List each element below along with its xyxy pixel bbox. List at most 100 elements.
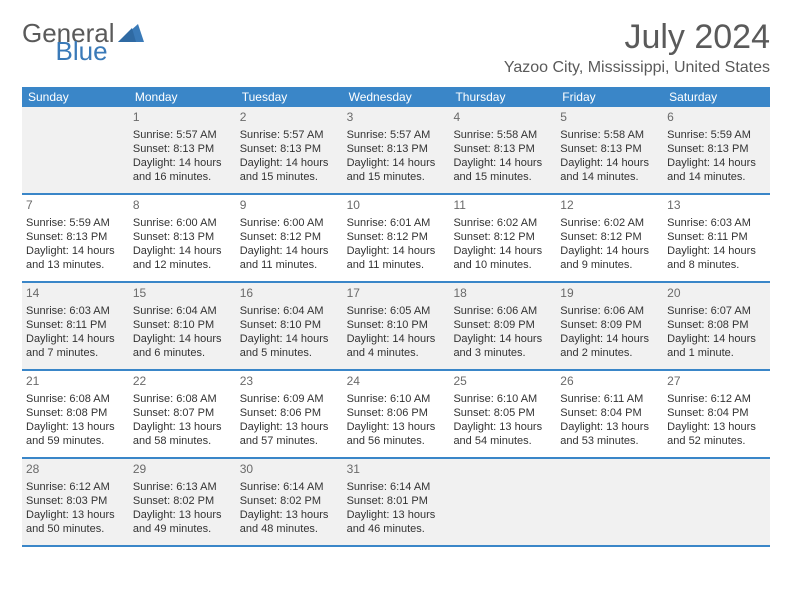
sunrise-text: Sunrise: 6:12 AM	[667, 392, 766, 406]
sail-icon	[118, 24, 144, 47]
daylight-text: Daylight: 13 hours and 46 minutes.	[347, 508, 446, 537]
calendar-cell: 21Sunrise: 6:08 AMSunset: 8:08 PMDayligh…	[22, 371, 129, 457]
calendar-cell: 29Sunrise: 6:13 AMSunset: 8:02 PMDayligh…	[129, 459, 236, 545]
day-number: 10	[347, 198, 446, 214]
day-number: 30	[240, 462, 339, 478]
day-number: 6	[667, 110, 766, 126]
day-number: 13	[667, 198, 766, 214]
sunrise-text: Sunrise: 6:12 AM	[26, 480, 125, 494]
week-row: 28Sunrise: 6:12 AMSunset: 8:03 PMDayligh…	[22, 459, 770, 547]
daylight-text: Daylight: 14 hours and 7 minutes.	[26, 332, 125, 361]
calendar-cell: 19Sunrise: 6:06 AMSunset: 8:09 PMDayligh…	[556, 283, 663, 369]
day-number: 3	[347, 110, 446, 126]
week-row: 1Sunrise: 5:57 AMSunset: 8:13 PMDaylight…	[22, 107, 770, 195]
day-number: 4	[453, 110, 552, 126]
day-number: 28	[26, 462, 125, 478]
calendar-cell: 31 Sunrise: 6:14 AMSunset: 8:01 PMDayligh…	[343, 459, 450, 545]
daylight-text: Daylight: 14 hours and 15 minutes.	[240, 156, 339, 185]
daylight-text: Daylight: 14 hours and 13 minutes.	[26, 244, 125, 273]
sunrise-text: Sunrise: 5:58 AM	[453, 128, 552, 142]
sunrise-text: Sunrise: 6:14 AM	[240, 480, 339, 494]
calendar-cell: 20Sunrise: 6:07 AMSunset: 8:08 PMDayligh…	[663, 283, 770, 369]
daylight-text: Daylight: 13 hours and 48 minutes.	[240, 508, 339, 537]
calendar-cell: 27Sunrise: 6:12 AMSunset: 8:04 PMDayligh…	[663, 371, 770, 457]
daylight-text: Daylight: 13 hours and 58 minutes.	[133, 420, 232, 449]
daylight-text: Daylight: 13 hours and 53 minutes.	[560, 420, 659, 449]
sunrise-text: Sunrise: 6:01 AM	[347, 216, 446, 230]
day-number: 9	[240, 198, 339, 214]
calendar-cell	[556, 459, 663, 545]
day-number: 15	[133, 286, 232, 302]
calendar-cell	[663, 459, 770, 545]
sunrise-text: Sunrise: 5:57 AM	[133, 128, 232, 142]
sunset-text: Sunset: 8:02 PM	[240, 494, 339, 508]
day-number: 25	[453, 374, 552, 390]
day-heading: Thursday	[449, 87, 556, 107]
sunset-text: Sunset: 8:01 PM	[347, 494, 446, 508]
month-title: July 2024	[504, 18, 770, 57]
sunrise-text: Sunrise: 6:08 AM	[133, 392, 232, 406]
calendar-cell: 8Sunrise: 6:00 AMSunset: 8:13 PMDaylight…	[129, 195, 236, 281]
week-row: 7Sunrise: 5:59 AMSunset: 8:13 PMDaylight…	[22, 195, 770, 283]
day-number: 29	[133, 462, 232, 478]
daylight-text: Daylight: 14 hours and 15 minutes.	[453, 156, 552, 185]
sunset-text: Sunset: 8:02 PM	[133, 494, 232, 508]
sunrise-text: Sunrise: 6:13 AM	[133, 480, 232, 494]
sunset-text: Sunset: 8:13 PM	[453, 142, 552, 156]
day-number: 22	[133, 374, 232, 390]
day-number: 31	[347, 462, 446, 478]
calendar-cell: 10Sunrise: 6:01 AMSunset: 8:12 PMDayligh…	[343, 195, 450, 281]
sunset-text: Sunset: 8:13 PM	[240, 142, 339, 156]
daylight-text: Daylight: 14 hours and 12 minutes.	[133, 244, 232, 273]
day-number: 16	[240, 286, 339, 302]
day-number: 2	[240, 110, 339, 126]
sunrise-text: Sunrise: 6:08 AM	[26, 392, 125, 406]
week-row: 21Sunrise: 6:08 AMSunset: 8:08 PMDayligh…	[22, 371, 770, 459]
calendar-cell: 18Sunrise: 6:06 AMSunset: 8:09 PMDayligh…	[449, 283, 556, 369]
calendar-cell: 16Sunrise: 6:04 AMSunset: 8:10 PMDayligh…	[236, 283, 343, 369]
sunset-text: Sunset: 8:10 PM	[347, 318, 446, 332]
sunset-text: Sunset: 8:05 PM	[453, 406, 552, 420]
sunrise-text: Sunrise: 6:06 AM	[453, 304, 552, 318]
sunrise-text: Sunrise: 6:02 AM	[453, 216, 552, 230]
calendar-cell	[449, 459, 556, 545]
day-heading: Monday	[129, 87, 236, 107]
sunrise-text: Sunrise: 6:03 AM	[667, 216, 766, 230]
calendar-cell: 15Sunrise: 6:04 AMSunset: 8:10 PMDayligh…	[129, 283, 236, 369]
sunrise-text: Sunrise: 5:59 AM	[26, 216, 125, 230]
day-heading: Sunday	[22, 87, 129, 107]
daylight-text: Daylight: 14 hours and 11 minutes.	[240, 244, 339, 273]
sunset-text: Sunset: 8:06 PM	[240, 406, 339, 420]
sunset-text: Sunset: 8:13 PM	[26, 230, 125, 244]
sunrise-text: Sunrise: 6:10 AM	[347, 392, 446, 406]
calendar-cell: 13Sunrise: 6:03 AMSunset: 8:11 PMDayligh…	[663, 195, 770, 281]
sunset-text: Sunset: 8:12 PM	[453, 230, 552, 244]
day-number: 7	[26, 198, 125, 214]
day-number: 5	[560, 110, 659, 126]
calendar-cell: 4 Sunrise: 5:58 AMSunset: 8:13 PMDaylight…	[449, 107, 556, 193]
calendar-cell: 7 Sunrise: 5:59 AMSunset: 8:13 PMDaylight…	[22, 195, 129, 281]
title-block: July 2024 Yazoo City, Mississippi, Unite…	[504, 18, 770, 77]
day-heading: Saturday	[663, 87, 770, 107]
sunset-text: Sunset: 8:12 PM	[560, 230, 659, 244]
calendar: SundayMondayTuesdayWednesdayThursdayFrid…	[22, 87, 770, 547]
day-number: 27	[667, 374, 766, 390]
sunset-text: Sunset: 8:13 PM	[347, 142, 446, 156]
daylight-text: Daylight: 14 hours and 16 minutes.	[133, 156, 232, 185]
daylight-text: Daylight: 14 hours and 14 minutes.	[667, 156, 766, 185]
weeks-container: 1Sunrise: 5:57 AMSunset: 8:13 PMDaylight…	[22, 107, 770, 547]
sunset-text: Sunset: 8:13 PM	[133, 230, 232, 244]
day-number: 26	[560, 374, 659, 390]
sunset-text: Sunset: 8:08 PM	[667, 318, 766, 332]
daylight-text: Daylight: 14 hours and 1 minute.	[667, 332, 766, 361]
day-heading: Friday	[556, 87, 663, 107]
daylight-text: Daylight: 13 hours and 59 minutes.	[26, 420, 125, 449]
sunrise-text: Sunrise: 6:14 AM	[347, 480, 446, 494]
sunrise-text: Sunrise: 6:10 AM	[453, 392, 552, 406]
calendar-cell: 25Sunrise: 6:10 AMSunset: 8:05 PMDayligh…	[449, 371, 556, 457]
location: Yazoo City, Mississippi, United States	[504, 59, 770, 77]
day-number: 17	[347, 286, 446, 302]
sunset-text: Sunset: 8:06 PM	[347, 406, 446, 420]
week-row: 14Sunrise: 6:03 AMSunset: 8:11 PMDayligh…	[22, 283, 770, 371]
day-number: 24	[347, 374, 446, 390]
